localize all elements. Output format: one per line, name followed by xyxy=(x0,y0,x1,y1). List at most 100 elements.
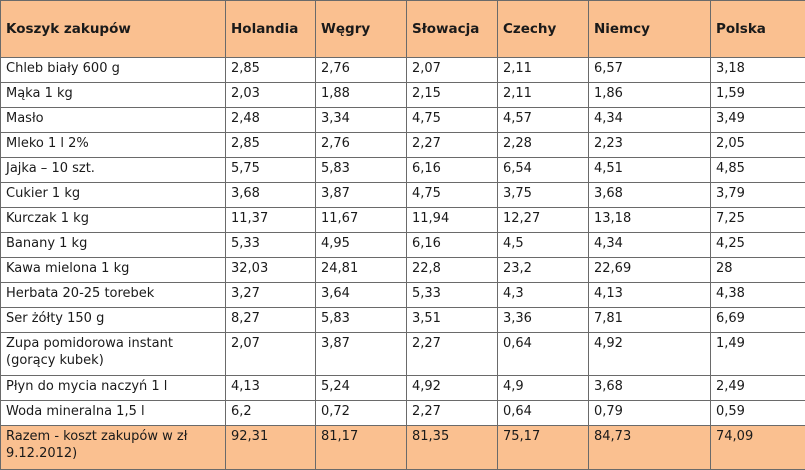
price-cell: 3,68 xyxy=(226,183,316,208)
price-cell: 4,92 xyxy=(589,333,711,376)
price-cell: 4,75 xyxy=(407,183,498,208)
price-cell: 24,81 xyxy=(316,258,407,283)
price-cell: 4,3 xyxy=(498,283,589,308)
price-cell: 2,05 xyxy=(711,133,805,158)
price-cell: 5,83 xyxy=(316,308,407,333)
price-cell: 8,27 xyxy=(226,308,316,333)
item-name-cell: Kurczak 1 kg xyxy=(1,208,226,233)
total-cell: 84,73 xyxy=(589,426,711,470)
item-name-cell: Cukier 1 kg xyxy=(1,183,226,208)
item-name-cell: Mleko 1 l 2% xyxy=(1,133,226,158)
price-cell: 2,11 xyxy=(498,83,589,108)
header-cell-germany: Niemcy xyxy=(589,1,711,58)
price-cell: 11,37 xyxy=(226,208,316,233)
price-cell: 4,34 xyxy=(589,233,711,258)
price-cell: 4,25 xyxy=(711,233,805,258)
price-cell: 11,67 xyxy=(316,208,407,233)
price-cell: 0,72 xyxy=(316,401,407,426)
price-cell: 4,34 xyxy=(589,108,711,133)
price-cell: 6,57 xyxy=(589,58,711,83)
price-cell: 6,16 xyxy=(407,158,498,183)
item-name-cell: Woda mineralna 1,5 l xyxy=(1,401,226,426)
price-cell: 0,79 xyxy=(589,401,711,426)
price-cell: 13,18 xyxy=(589,208,711,233)
price-cell: 3,27 xyxy=(226,283,316,308)
price-cell: 3,51 xyxy=(407,308,498,333)
price-cell: 2,76 xyxy=(316,133,407,158)
header-cell-slovakia: Słowacja xyxy=(407,1,498,58)
price-cell: 0,59 xyxy=(711,401,805,426)
item-name-cell: Chleb biały 600 g xyxy=(1,58,226,83)
price-cell: 3,64 xyxy=(316,283,407,308)
price-cell: 1,49 xyxy=(711,333,805,376)
price-cell: 5,83 xyxy=(316,158,407,183)
price-cell: 2,03 xyxy=(226,83,316,108)
price-cell: 22,69 xyxy=(589,258,711,283)
price-cell: 2,11 xyxy=(498,58,589,83)
price-cell: 3,68 xyxy=(589,376,711,401)
header-cell-netherlands: Holandia xyxy=(226,1,316,58)
price-cell: 6,69 xyxy=(711,308,805,333)
header-row: Koszyk zakupów Holandia Węgry Słowacja C… xyxy=(1,1,805,58)
price-cell: 3,49 xyxy=(711,108,805,133)
price-cell: 4,85 xyxy=(711,158,805,183)
header-cell-czechia: Czechy xyxy=(498,1,589,58)
price-cell: 2,23 xyxy=(589,133,711,158)
price-cell: 23,2 xyxy=(498,258,589,283)
price-cell: 2,48 xyxy=(226,108,316,133)
item-name-cell: Płyn do mycia naczyń 1 l xyxy=(1,376,226,401)
price-cell: 5,75 xyxy=(226,158,316,183)
price-cell: 4,51 xyxy=(589,158,711,183)
price-cell: 2,49 xyxy=(711,376,805,401)
item-name-cell: Ser żółty 150 g xyxy=(1,308,226,333)
price-cell: 4,95 xyxy=(316,233,407,258)
price-cell: 11,94 xyxy=(407,208,498,233)
price-cell: 0,64 xyxy=(498,333,589,376)
header-cell-hungary: Węgry xyxy=(316,1,407,58)
price-cell: 22,8 xyxy=(407,258,498,283)
price-cell: 2,07 xyxy=(407,58,498,83)
price-cell: 2,27 xyxy=(407,133,498,158)
item-name-cell: Mąka 1 kg xyxy=(1,83,226,108)
total-cell: 75,17 xyxy=(498,426,589,470)
price-cell: 2,85 xyxy=(226,58,316,83)
price-cell: 2,27 xyxy=(407,333,498,376)
price-cell: 3,87 xyxy=(316,183,407,208)
total-label-cell: Razem - koszt zakupów w zł 9.12.2012) xyxy=(1,426,226,470)
price-cell: 4,13 xyxy=(226,376,316,401)
price-cell: 1,59 xyxy=(711,83,805,108)
price-cell: 4,92 xyxy=(407,376,498,401)
price-cell: 6,54 xyxy=(498,158,589,183)
price-cell: 3,87 xyxy=(316,333,407,376)
total-cell: 74,09 xyxy=(711,426,805,470)
total-row: Razem - koszt zakupów w zł 9.12.2012) 92… xyxy=(1,426,805,470)
item-name-cell: Herbata 20-25 torebek xyxy=(1,283,226,308)
price-cell: 0,64 xyxy=(498,401,589,426)
header-cell-poland: Polska xyxy=(711,1,805,58)
price-cell: 4,38 xyxy=(711,283,805,308)
price-cell: 2,28 xyxy=(498,133,589,158)
item-name-cell: Jajka – 10 szt. xyxy=(1,158,226,183)
table-header: Koszyk zakupów Holandia Węgry Słowacja C… xyxy=(1,1,805,58)
item-name-cell: Kawa mielona 1 kg xyxy=(1,258,226,283)
price-cell: 2,76 xyxy=(316,58,407,83)
total-cell: 81,35 xyxy=(407,426,498,470)
price-cell: 4,13 xyxy=(589,283,711,308)
price-cell: 3,18 xyxy=(711,58,805,83)
price-cell: 6,2 xyxy=(226,401,316,426)
price-cell: 2,15 xyxy=(407,83,498,108)
price-cell: 5,24 xyxy=(316,376,407,401)
price-cell: 12,27 xyxy=(498,208,589,233)
